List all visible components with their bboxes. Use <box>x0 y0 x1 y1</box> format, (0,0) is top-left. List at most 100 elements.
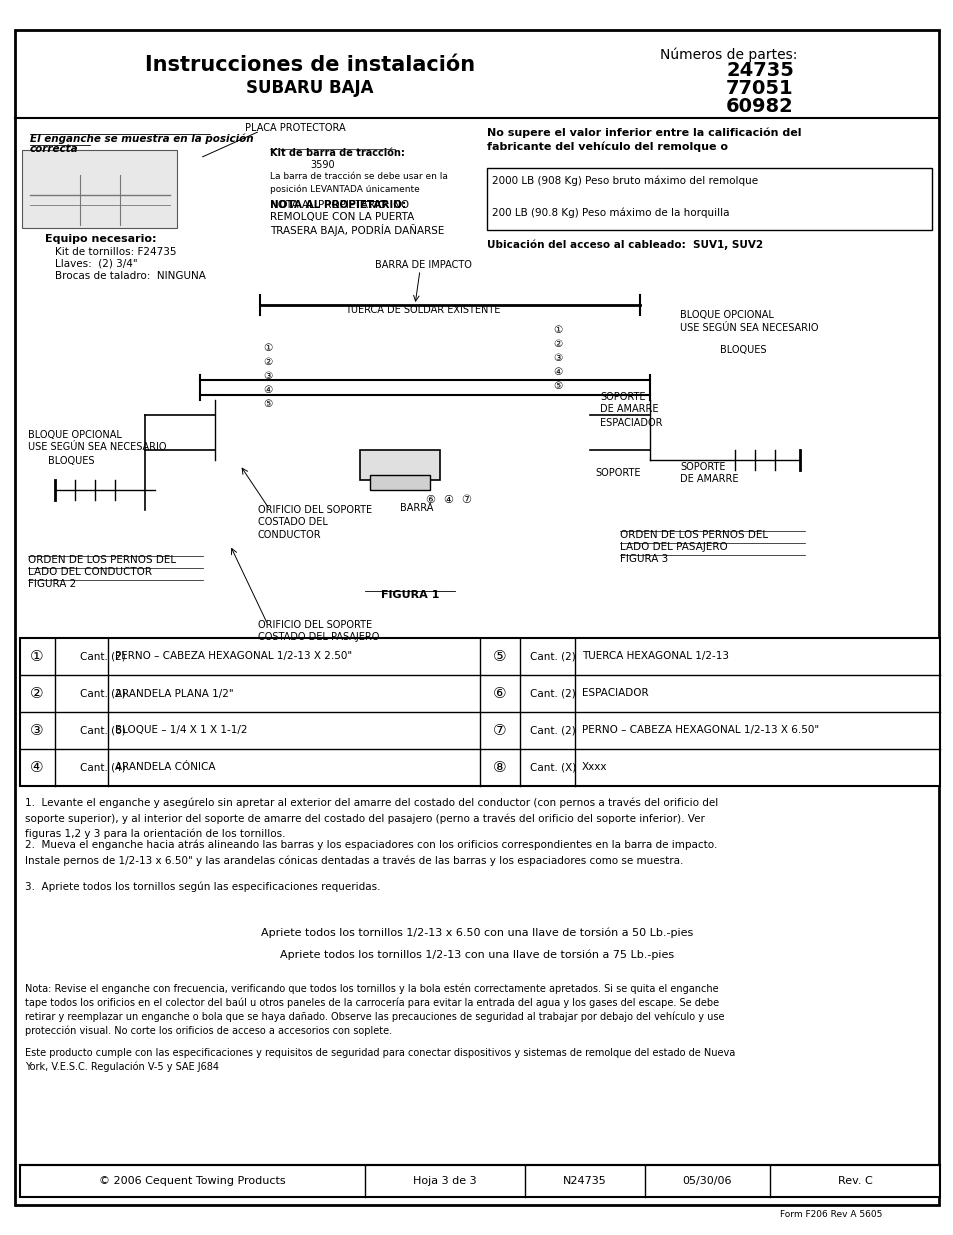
Text: ⑤: ⑤ <box>493 650 506 664</box>
Text: 05/30/06: 05/30/06 <box>681 1176 731 1186</box>
Text: 200 LB (90.8 Kg) Peso máximo de la horquilla: 200 LB (90.8 Kg) Peso máximo de la horqu… <box>492 207 729 219</box>
Text: Ubicación del acceso al cableado:  SUV1, SUV2: Ubicación del acceso al cableado: SUV1, … <box>486 240 762 251</box>
Text: ORIFICIO DEL SOPORTE
COSTADO DEL
CONDUCTOR: ORIFICIO DEL SOPORTE COSTADO DEL CONDUCT… <box>257 505 372 540</box>
Text: Cant. (2): Cant. (2) <box>80 688 126 699</box>
Text: 24735: 24735 <box>725 61 793 79</box>
Text: Cant. (2): Cant. (2) <box>530 725 576 736</box>
Text: BARRA: BARRA <box>399 503 433 513</box>
Text: Apriete todos los tornillos 1/2-13 con una llave de torsión a 75 Lb.-pies: Apriete todos los tornillos 1/2-13 con u… <box>279 950 674 961</box>
Text: ①: ① <box>30 650 44 664</box>
Text: BLOQUES: BLOQUES <box>48 456 94 466</box>
Text: correcta: correcta <box>30 144 78 154</box>
Text: La barra de tracción se debe usar en la
posición LEVANTADA únicamente: La barra de tracción se debe usar en la … <box>270 172 447 194</box>
Text: LADO DEL PASAJERO: LADO DEL PASAJERO <box>619 542 727 552</box>
Text: Cant. (4): Cant. (4) <box>80 762 126 773</box>
Text: Cant. (X): Cant. (X) <box>530 762 576 773</box>
Text: PERNO – CABEZA HEXAGONAL 1/2-13 X 6.50": PERNO – CABEZA HEXAGONAL 1/2-13 X 6.50" <box>581 725 819 736</box>
Bar <box>22 149 177 228</box>
Text: No supere el valor inferior entre la calificación del
fabricante del vehículo de: No supere el valor inferior entre la cal… <box>486 127 801 152</box>
Text: 3590: 3590 <box>310 161 335 170</box>
Text: N24735: N24735 <box>562 1176 606 1186</box>
Text: Form F206 Rev A 5605: Form F206 Rev A 5605 <box>780 1210 882 1219</box>
Text: ④: ④ <box>30 760 44 776</box>
Text: ⑥: ⑥ <box>424 495 435 505</box>
Bar <box>486 168 931 230</box>
Text: El enganche se muestra en la posición: El enganche se muestra en la posición <box>30 133 253 143</box>
Text: Equipo necesario:: Equipo necesario: <box>45 233 156 245</box>
Text: Kit de tornillos: F24735: Kit de tornillos: F24735 <box>55 247 176 257</box>
Text: ORDEN DE LOS PERNOS DEL: ORDEN DE LOS PERNOS DEL <box>28 555 176 564</box>
Bar <box>20 638 939 785</box>
Text: ④: ④ <box>553 367 562 377</box>
Text: PERNO – CABEZA HEXAGONAL 1/2-13 X 2.50": PERNO – CABEZA HEXAGONAL 1/2-13 X 2.50" <box>115 652 352 662</box>
Text: ④: ④ <box>263 385 273 395</box>
Text: ARANDELA CÓNICA: ARANDELA CÓNICA <box>115 762 215 773</box>
Text: Cant. (6): Cant. (6) <box>80 725 126 736</box>
Text: FIGURA 2: FIGURA 2 <box>28 579 76 589</box>
Text: ③: ③ <box>263 370 273 382</box>
Text: Apriete todos los tornillos 1/2-13 x 6.50 con una llave de torsión a 50 Lb.-pies: Apriete todos los tornillos 1/2-13 x 6.5… <box>260 927 693 939</box>
Text: ②: ② <box>30 685 44 701</box>
Text: SOPORTE
DE AMARRE: SOPORTE DE AMARRE <box>679 462 738 484</box>
Bar <box>370 475 430 490</box>
Text: Instrucciones de instalación: Instrucciones de instalación <box>145 56 475 75</box>
Bar <box>20 1165 939 1197</box>
Text: 3.  Apriete todos los tornillos según las especificaciones requeridas.: 3. Apriete todos los tornillos según las… <box>25 881 380 892</box>
Text: Cant. (2): Cant. (2) <box>80 652 126 662</box>
Text: ①: ① <box>263 343 273 353</box>
Text: BLOQUES: BLOQUES <box>720 345 765 354</box>
Text: Nota: Revise el enganche con frecuencia, verificando que todos los tornillos y l: Nota: Revise el enganche con frecuencia,… <box>25 983 723 1036</box>
Text: Hoja 3 de 3: Hoja 3 de 3 <box>413 1176 476 1186</box>
Text: 60982: 60982 <box>725 96 793 116</box>
Text: Llaves:  (2) 3/4": Llaves: (2) 3/4" <box>55 259 137 269</box>
Text: TUERCA HEXAGONAL 1/2-13: TUERCA HEXAGONAL 1/2-13 <box>581 652 728 662</box>
Text: Kit de barra de tracción:: Kit de barra de tracción: <box>270 148 404 158</box>
Text: NOTA AL PROPIETARIO:: NOTA AL PROPIETARIO: <box>270 200 410 210</box>
Text: ②: ② <box>263 357 273 367</box>
Text: ⑧: ⑧ <box>493 760 506 776</box>
Text: ORDEN DE LOS PERNOS DEL: ORDEN DE LOS PERNOS DEL <box>619 530 767 540</box>
Text: Rev. C: Rev. C <box>837 1176 871 1186</box>
Text: NOTA AL PROPIETARIO: NO: NOTA AL PROPIETARIO: NO <box>270 200 409 210</box>
Text: FIGURA 1: FIGURA 1 <box>380 590 438 600</box>
Text: ORIFICIO DEL SOPORTE
COSTADO DEL PASAJERO: ORIFICIO DEL SOPORTE COSTADO DEL PASAJER… <box>257 620 379 642</box>
Text: SOPORTE: SOPORTE <box>595 468 639 478</box>
Text: Este producto cumple con las especificaciones y requisitos de seguridad para con: Este producto cumple con las especificac… <box>25 1049 735 1072</box>
Text: SOPORTE
DE AMARRE: SOPORTE DE AMARRE <box>599 391 658 415</box>
Text: LADO DEL CONDUCTOR: LADO DEL CONDUCTOR <box>28 567 152 577</box>
Text: 1.  Levante el enganche y asegúrelo sin apretar al exterior del amarre del costa: 1. Levante el enganche y asegúrelo sin a… <box>25 798 718 839</box>
Text: BLOQUE OPCIONAL
USE SEGÚN SEA NECESARIO: BLOQUE OPCIONAL USE SEGÚN SEA NECESARIO <box>679 310 818 333</box>
Text: 2000 LB (908 Kg) Peso bruto máximo del remolque: 2000 LB (908 Kg) Peso bruto máximo del r… <box>492 175 758 185</box>
Text: Brocas de taladro:  NINGUNA: Brocas de taladro: NINGUNA <box>55 270 206 282</box>
Text: ③: ③ <box>30 722 44 739</box>
Text: SUBARU BAJA: SUBARU BAJA <box>246 79 374 98</box>
Text: 2.  Mueva el enganche hacia atrás alineando las barras y los espaciadores con lo: 2. Mueva el enganche hacia atrás alinean… <box>25 840 717 866</box>
Text: TUERCA DE SOLDAR EXISTENTE: TUERCA DE SOLDAR EXISTENTE <box>345 305 500 315</box>
Text: ESPACIADOR: ESPACIADOR <box>599 417 661 429</box>
Bar <box>359 450 439 480</box>
Text: Cant. (2): Cant. (2) <box>530 688 576 699</box>
Text: ⑤: ⑤ <box>263 399 273 409</box>
Text: ④: ④ <box>442 495 453 505</box>
Text: ②: ② <box>553 338 562 350</box>
Text: ⑦: ⑦ <box>460 495 471 505</box>
Text: REMOLQUE CON LA PUERTA: REMOLQUE CON LA PUERTA <box>270 212 414 222</box>
Text: Números de partes:: Números de partes: <box>659 48 797 62</box>
Text: BLOQUE – 1/4 X 1 X 1-1/2: BLOQUE – 1/4 X 1 X 1-1/2 <box>115 725 247 736</box>
Text: ①: ① <box>553 325 562 335</box>
Text: PLACA PROTECTORA: PLACA PROTECTORA <box>245 124 345 133</box>
Text: Cant. (2): Cant. (2) <box>530 652 576 662</box>
Text: © 2006 Cequent Towing Products: © 2006 Cequent Towing Products <box>98 1176 285 1186</box>
Text: Xxxx: Xxxx <box>581 762 607 773</box>
Text: ⑥: ⑥ <box>493 685 506 701</box>
Text: ⑤: ⑤ <box>553 382 562 391</box>
Text: ③: ③ <box>553 353 562 363</box>
Text: BLOQUE OPCIONAL
USE SEGÚN SEA NECESARIO: BLOQUE OPCIONAL USE SEGÚN SEA NECESARIO <box>28 430 167 452</box>
Text: 77051: 77051 <box>725 79 793 98</box>
Text: ARANDELA PLANA 1/2": ARANDELA PLANA 1/2" <box>115 688 233 699</box>
Text: FIGURA 3: FIGURA 3 <box>619 555 667 564</box>
Text: BARRA DE IMPACTO: BARRA DE IMPACTO <box>375 261 472 270</box>
Text: TRASERA BAJA, PODRÍA DAÑARSE: TRASERA BAJA, PODRÍA DAÑARSE <box>270 224 444 236</box>
Text: ESPACIADOR: ESPACIADOR <box>581 688 648 699</box>
Text: ⑦: ⑦ <box>493 722 506 739</box>
